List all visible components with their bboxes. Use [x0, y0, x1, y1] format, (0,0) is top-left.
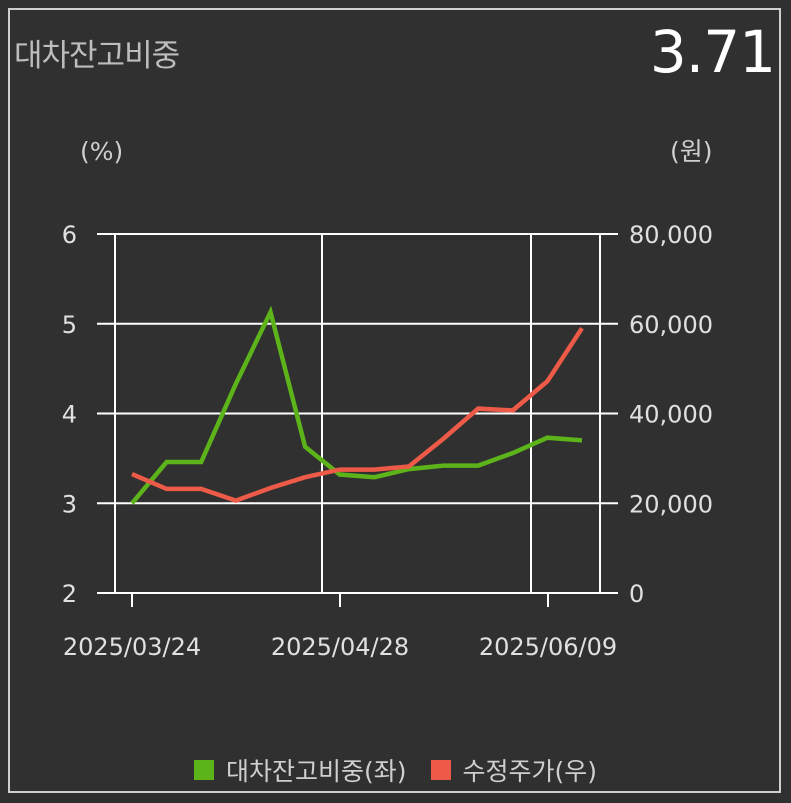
- legend: 대차잔고비중(좌) 수정주가(우): [0, 752, 791, 788]
- legend-swatch-short-ratio: [193, 760, 214, 780]
- legend-swatch-adjusted-price: [430, 760, 451, 780]
- current-value: 3.71: [649, 18, 776, 86]
- legend-label-adjusted-price: 수정주가(우): [462, 757, 598, 786]
- left-axis-unit: (%): [80, 137, 123, 166]
- right-tick-label: 80,000: [629, 221, 713, 249]
- left-tick-label: 4: [62, 401, 77, 429]
- legend-item-adjusted-price[interactable]: 수정주가(우): [430, 752, 598, 788]
- right-tick-label: 20,000: [629, 490, 713, 518]
- x-tick-label: 2025/03/24: [63, 633, 201, 661]
- chart-frame: [8, 8, 781, 793]
- left-tick-label: 5: [62, 311, 77, 339]
- axis-ticks: 6 80,000 5 60,000 4 40,000 3 20,000 2 0 2025/03/24…: [62, 221, 713, 661]
- series-line-short-ratio: [130, 305, 583, 505]
- series-line-adjusted-price: [131, 326, 584, 503]
- right-tick-label: 40,000: [629, 401, 713, 429]
- left-tick-label: 2: [62, 580, 77, 608]
- grid: [114, 233, 601, 594]
- right-tick-label: 0: [629, 580, 644, 608]
- legend-item-short-ratio[interactable]: 대차잔고비중(좌): [193, 752, 407, 788]
- series-lines: [130, 305, 584, 505]
- x-tick-label: 2025/06/09: [479, 633, 617, 661]
- left-tick-label: 3: [62, 490, 77, 518]
- chart-title: 대차잔고비중: [14, 38, 180, 74]
- x-tick-label: 2025/04/28: [271, 633, 409, 661]
- legend-label-short-ratio: 대차잔고비중(좌): [225, 757, 407, 786]
- left-tick-label: 6: [62, 221, 77, 249]
- right-tick-label: 60,000: [629, 311, 713, 339]
- right-axis-unit: (원): [670, 137, 713, 166]
